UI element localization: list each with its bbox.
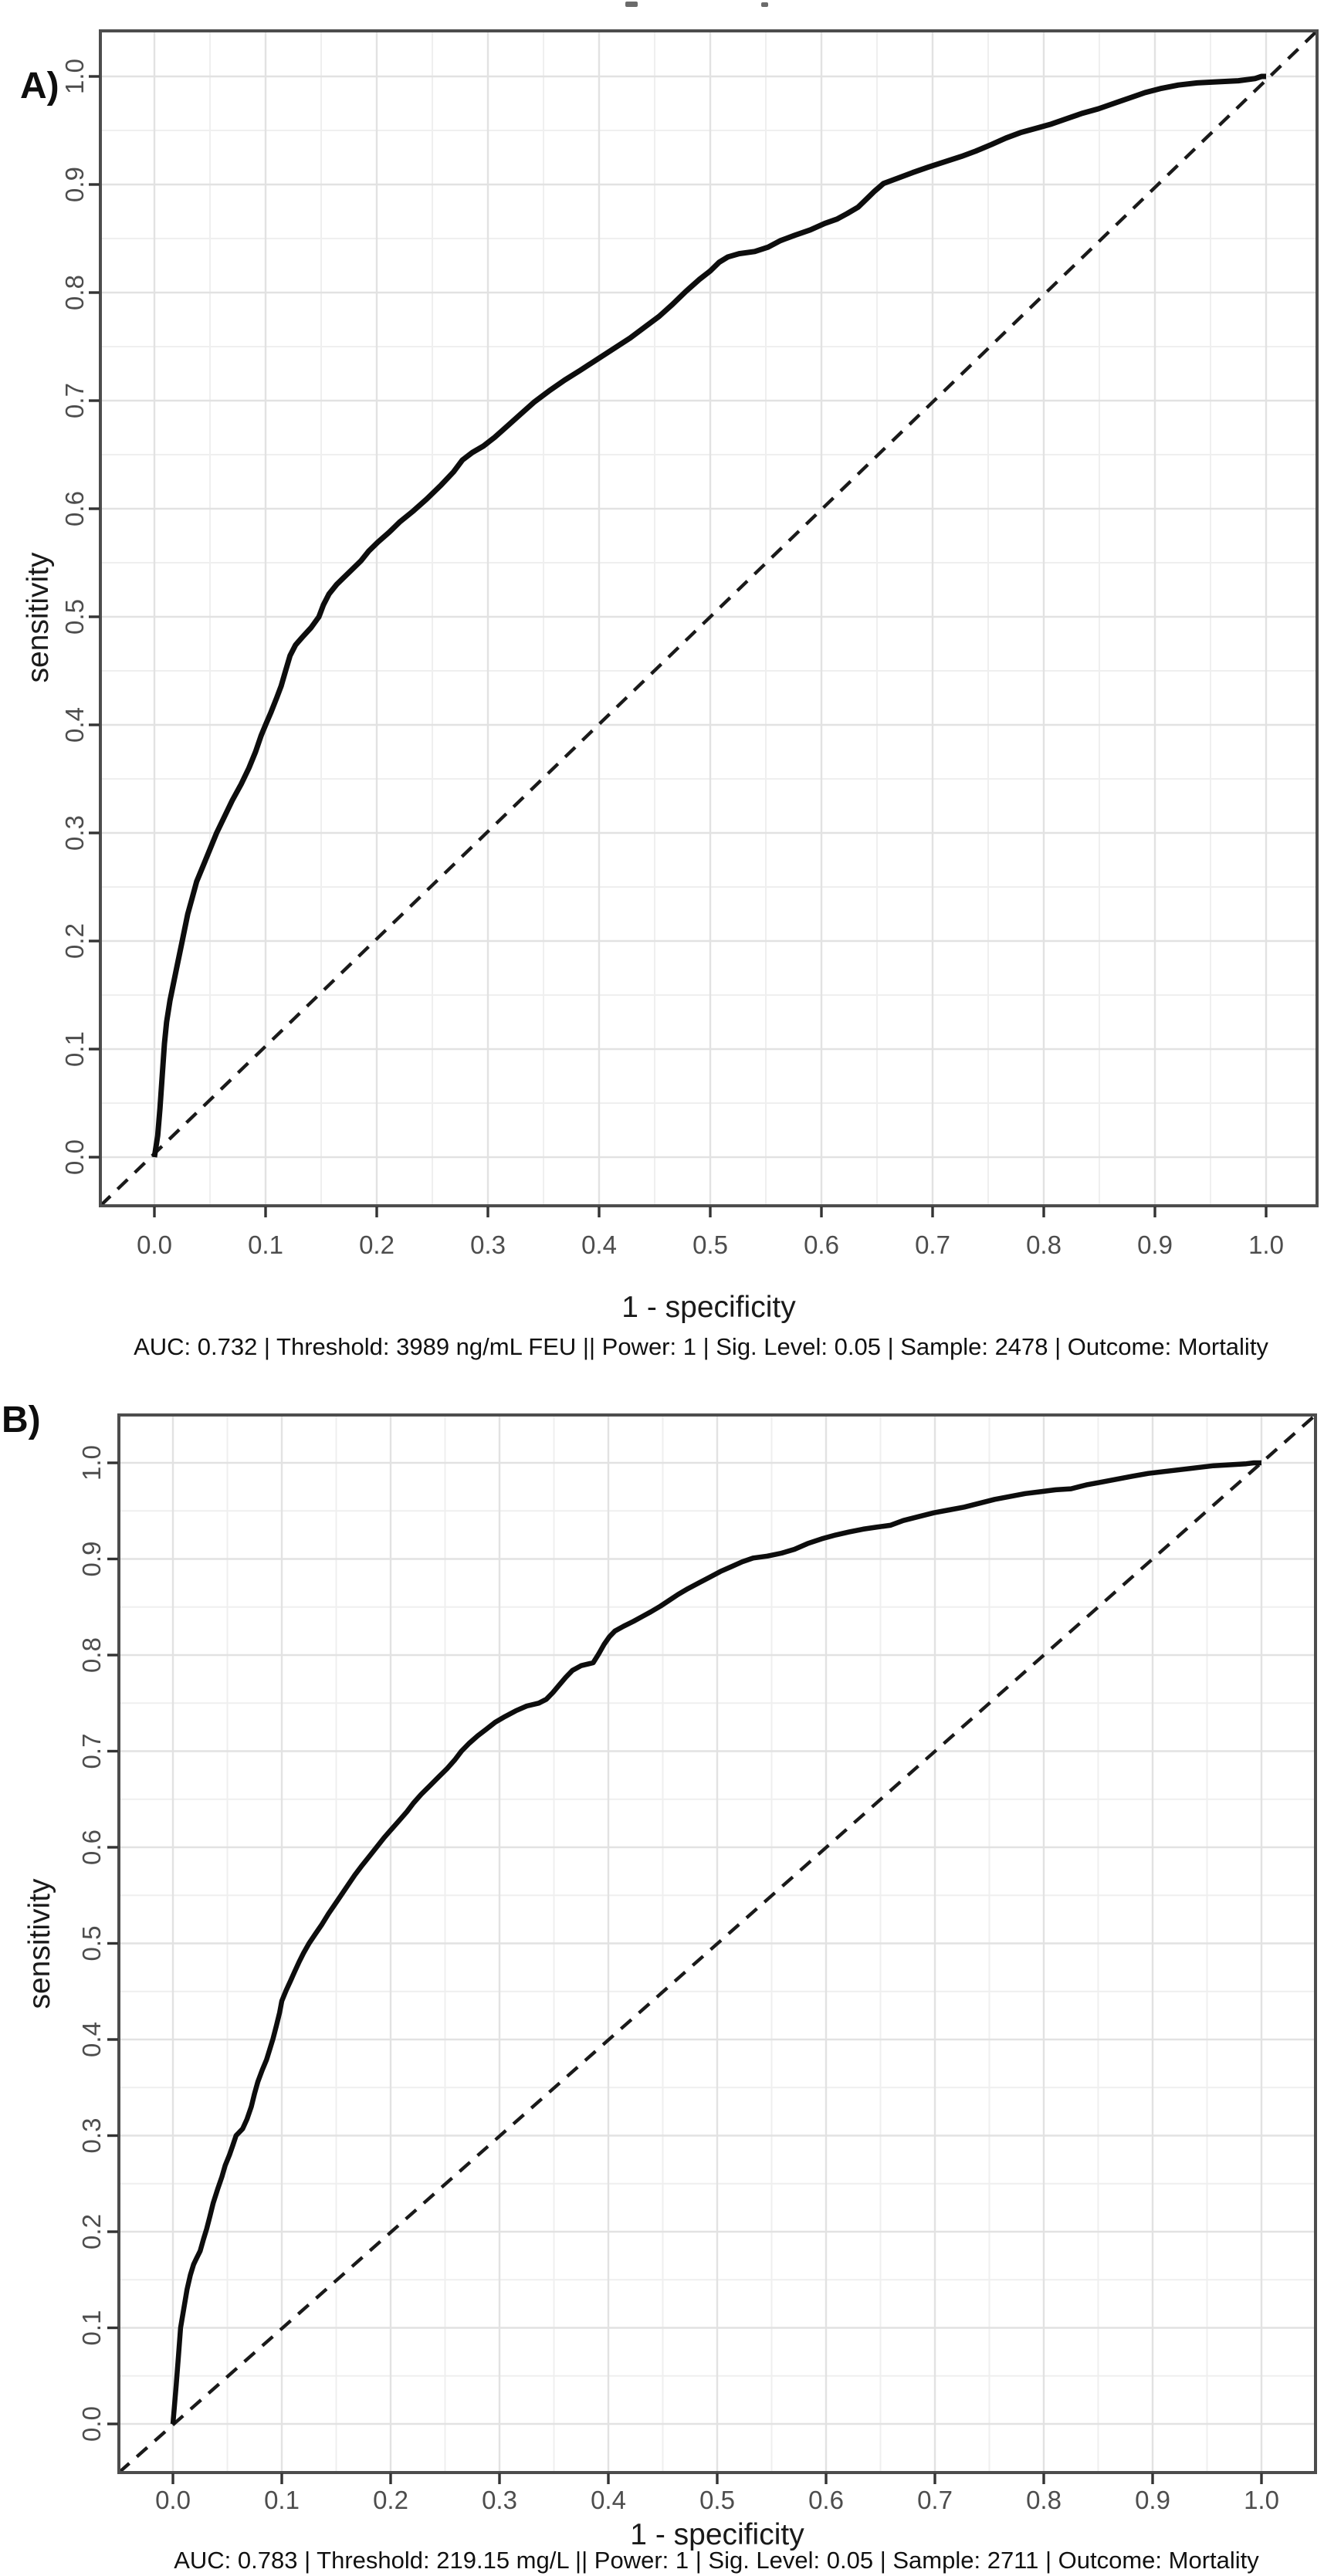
y-tick-label: 0.2 xyxy=(60,923,89,959)
x-tick-label: 0.2 xyxy=(373,2486,408,2514)
y-tick-label: 0.4 xyxy=(60,707,89,743)
cropped-text-artifact xyxy=(625,2,638,7)
y-tick-label: 0.5 xyxy=(77,1926,106,1962)
x-tick-label: 0.6 xyxy=(804,1230,839,1259)
grid-major xyxy=(119,1415,1316,2473)
y-tick-label: 0.1 xyxy=(60,1031,89,1067)
x-tick-label: 0.9 xyxy=(1137,1230,1173,1259)
x-tick-label: 0.0 xyxy=(155,2486,191,2514)
y-tick-label: 0.2 xyxy=(77,2214,106,2249)
y-tick-label: 0.1 xyxy=(77,2310,106,2346)
y-tick-label: 0.7 xyxy=(60,383,89,418)
panel-border xyxy=(117,1413,1317,2474)
axis-ticks-and-labels: 0.0 0.0 0.1 0.1 0.2 0.2 0.3 0.3 0.4 0.4 0.5 0.5 0.6 0… xyxy=(60,59,1284,1259)
y-tick-label: 0.0 xyxy=(60,1139,89,1175)
x-tick-label: 1.0 xyxy=(1244,2486,1279,2514)
panel-border xyxy=(99,29,1319,1207)
x-tick-label: 0.0 xyxy=(137,1230,172,1259)
caption-b: AUC: 0.783 | Threshold: 219.15 mg/L || P… xyxy=(174,2547,1259,2574)
x-tick-label: 0.1 xyxy=(264,2486,300,2514)
x-tick-label: 0.8 xyxy=(1026,1230,1062,1259)
panel-label-b: B) xyxy=(2,1400,41,1440)
x-tick-label: 0.6 xyxy=(808,2486,844,2514)
roc-curve xyxy=(170,1460,1261,2425)
y-tick-label: 0.3 xyxy=(60,815,89,851)
grid-minor xyxy=(100,31,1317,1206)
y-tick-label: 0.9 xyxy=(77,1542,106,1577)
y-axis-title: sensitivity xyxy=(23,1878,56,2009)
x-tick-label: 0.5 xyxy=(699,2486,735,2514)
cropped-text-artifact xyxy=(761,2,768,7)
roc-plot-svg: 0.0 0.0 0.1 0.1 0.2 0.2 0.3 0.3 0.4 0.4 0.5 0.5 0.6 0… xyxy=(22,29,1319,1324)
x-tick-label: 0.3 xyxy=(470,1230,506,1259)
y-tick-label: 0.4 xyxy=(77,2022,106,2057)
chance-diagonal xyxy=(117,1413,1317,2474)
x-tick-label: 0.4 xyxy=(591,2486,626,2514)
x-tick-label: 0.7 xyxy=(915,1230,950,1259)
x-tick-label: 0.3 xyxy=(482,2486,517,2514)
y-tick-label: 1.0 xyxy=(77,1445,106,1481)
roc-plot-a: 0.0 0.0 0.1 0.1 0.2 0.2 0.3 0.3 0.4 0.4 0.5 0.5 0.6 0… xyxy=(22,29,1319,1324)
x-tick-label: 0.4 xyxy=(581,1230,617,1259)
y-tick-label: 0.0 xyxy=(77,2406,106,2442)
y-tick-label: 0.7 xyxy=(77,1734,106,1769)
y-tick-label: 0.8 xyxy=(77,1637,106,1673)
x-tick-label: 0.1 xyxy=(248,1230,283,1259)
x-tick-label: 0.9 xyxy=(1135,2486,1170,2514)
panel-label-a: A) xyxy=(20,66,59,107)
x-axis-title: 1 - specificity xyxy=(621,1291,796,1324)
x-tick-label: 0.2 xyxy=(359,1230,394,1259)
chance-diagonal xyxy=(99,29,1319,1207)
axis-ticks-and-labels: 0.0 0.0 0.1 0.1 0.2 0.2 0.3 0.3 0.4 0.4 0.5 0.5 0.6 0… xyxy=(77,1445,1279,2514)
y-tick-label: 1.0 xyxy=(60,59,89,94)
x-tick-label: 0.5 xyxy=(692,1230,728,1259)
x-tick-label: 1.0 xyxy=(1248,1230,1284,1259)
roc-curve xyxy=(151,73,1266,1158)
y-tick-label: 0.6 xyxy=(77,1830,106,1865)
roc-plot-svg: 0.0 0.0 0.1 0.1 0.2 0.2 0.3 0.3 0.4 0.4 0.5 0.5 0.6 0… xyxy=(23,1413,1317,2551)
y-tick-label: 0.3 xyxy=(77,2118,106,2154)
y-tick-label: 0.6 xyxy=(60,491,89,526)
y-axis-title: sensitivity xyxy=(22,552,55,683)
x-tick-label: 0.7 xyxy=(917,2486,953,2514)
caption-a: AUC: 0.732 | Threshold: 3989 ng/mL FEU |… xyxy=(134,1333,1268,1360)
y-tick-label: 0.9 xyxy=(60,167,89,202)
roc-plot-b: 0.0 0.0 0.1 0.1 0.2 0.2 0.3 0.3 0.4 0.4 0.5 0.5 0.6 0… xyxy=(0,1390,1324,2576)
y-tick-label: 0.8 xyxy=(60,275,89,310)
y-tick-label: 0.5 xyxy=(60,599,89,635)
x-tick-label: 0.8 xyxy=(1026,2486,1062,2514)
grid-major xyxy=(100,31,1317,1206)
x-axis-title: 1 - specificity xyxy=(630,2518,804,2551)
